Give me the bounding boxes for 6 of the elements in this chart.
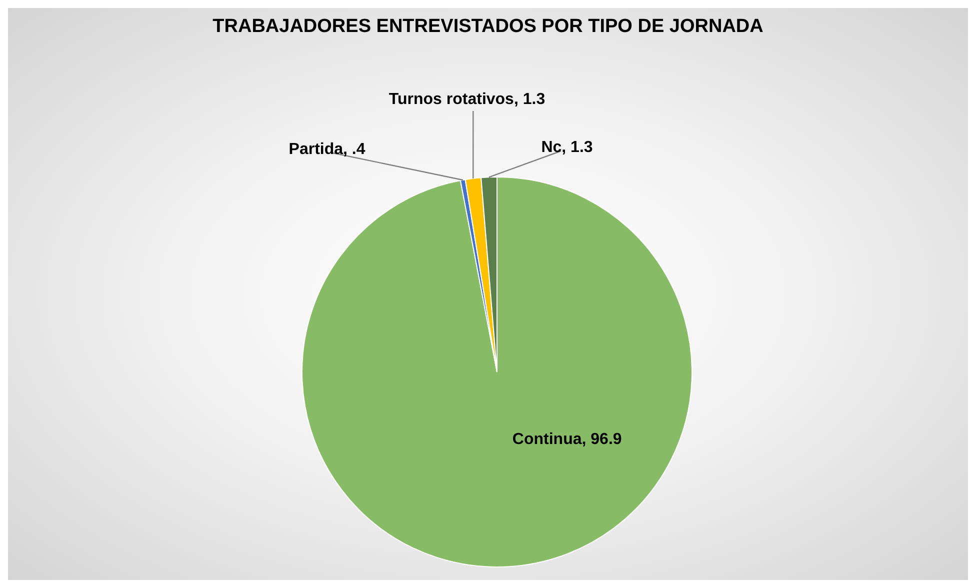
slice-label: Partida, .4 [288,141,366,158]
pie-slice [302,176,692,568]
slice-label: Turnos rotativos, 1.3 [388,91,546,108]
slice-label: Nc, 1.3 [541,139,593,156]
slice-label: Continua, 96.9 [512,430,622,448]
chart-title: TRABAJADORES ENTREVISTADOS POR TIPO DE JORNADA [212,16,764,37]
